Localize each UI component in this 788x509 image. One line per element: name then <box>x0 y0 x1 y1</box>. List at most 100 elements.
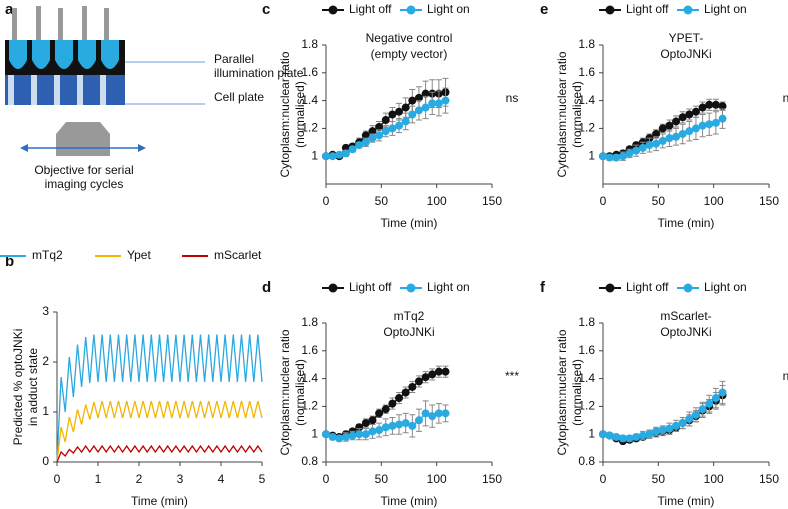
chart: d 0.8 1 1.2 1.4 1.6 1.8 0 50 100 150 Time (min) Cyto… <box>262 279 519 508</box>
y-tick-label: 1.4 <box>578 371 595 385</box>
marker <box>698 103 707 112</box>
marker <box>672 132 681 141</box>
annotation: YPET- <box>669 31 704 45</box>
x-tick-label: 0 <box>600 472 607 486</box>
marker <box>428 412 437 421</box>
marker <box>348 431 357 440</box>
legend-label: Light on <box>427 280 470 294</box>
marker <box>395 107 404 116</box>
marker <box>625 149 634 158</box>
annotation: OptoJNKi <box>383 325 434 339</box>
marker <box>652 139 661 148</box>
legend-marker <box>605 5 615 15</box>
legend-marker <box>328 5 338 15</box>
y-axis-label: (normalised) <box>570 359 584 426</box>
x-tick-label: 100 <box>427 194 447 208</box>
chart: b 0 1 2 3 0 1 2 3 4 5 Time (min) Predicted % optoJNK… <box>0 248 266 508</box>
x-tick-label: 0 <box>600 194 607 208</box>
marker <box>678 419 687 428</box>
marker <box>361 138 370 147</box>
marker <box>381 423 390 432</box>
y-tick-label: 1.8 <box>301 315 318 329</box>
marker <box>428 99 437 108</box>
marker <box>401 419 410 428</box>
x-axis-label: Time (min) <box>381 494 438 508</box>
marker <box>414 106 423 115</box>
marker <box>335 150 344 159</box>
marker <box>375 426 384 435</box>
marker <box>678 129 687 138</box>
marker <box>428 370 437 379</box>
fiber <box>12 8 17 40</box>
y-tick-label: 0.8 <box>301 454 318 468</box>
x-tick-label: 100 <box>704 472 724 486</box>
panel-label: d <box>262 279 271 296</box>
significance: ns <box>506 91 519 105</box>
marker <box>375 409 384 418</box>
y-tick-label: 1.6 <box>301 65 318 79</box>
marker <box>408 110 417 119</box>
legend-label: mTq2 <box>32 248 63 262</box>
marker <box>368 416 377 425</box>
marker <box>698 121 707 130</box>
marker <box>414 377 423 386</box>
legend-marker <box>406 5 416 15</box>
legend-marker <box>683 283 693 293</box>
fiber <box>36 6 41 40</box>
marker <box>341 149 350 158</box>
marker <box>605 153 614 162</box>
y-axis-label: Predicted % optoJNKi <box>11 329 25 446</box>
cell-plate <box>5 75 125 105</box>
y-tick-label: 1.8 <box>578 37 595 51</box>
chart: f 0.8 1 1.2 1.4 1.6 1.8 0 50 100 150 Time (min) Cyto… <box>540 279 788 508</box>
marker <box>341 143 350 152</box>
significance: ns <box>783 369 788 383</box>
legend-label: mScarlet <box>214 248 262 262</box>
marker <box>368 134 377 143</box>
y-tick-label: 1.2 <box>301 121 318 135</box>
marker <box>388 399 397 408</box>
y-tick-label: 1 <box>311 148 318 162</box>
y-tick-label: 1.2 <box>578 399 595 413</box>
marker <box>341 432 350 441</box>
marker <box>658 426 667 435</box>
marker <box>599 430 607 439</box>
marker <box>361 131 370 140</box>
marker <box>691 410 700 419</box>
x-tick-label: 50 <box>652 472 666 486</box>
series-line <box>56 444 263 463</box>
fiber <box>58 8 63 40</box>
x-tick-label: 0 <box>323 472 330 486</box>
y-tick-label: 1.6 <box>578 343 595 357</box>
marker <box>698 405 707 414</box>
legend-label: Light on <box>427 2 470 16</box>
marker <box>665 121 674 130</box>
light-cones <box>9 40 119 69</box>
marker <box>414 93 423 102</box>
marker <box>348 145 357 154</box>
legend-label: Light on <box>704 2 747 16</box>
y-tick-label: 1.4 <box>578 93 595 107</box>
marker <box>645 430 654 439</box>
marker <box>711 394 720 403</box>
marker <box>328 432 337 441</box>
marker <box>665 424 674 433</box>
marker <box>612 432 621 441</box>
marker <box>421 89 430 98</box>
objective <box>56 122 110 156</box>
marker <box>441 96 450 105</box>
marker <box>388 110 397 119</box>
x-tick-label: 3 <box>177 472 184 486</box>
marker <box>322 152 330 161</box>
y-tick-label: 1.8 <box>301 37 318 51</box>
marker <box>408 96 417 105</box>
x-axis-label: Time (min) <box>381 216 438 230</box>
marker <box>388 421 397 430</box>
marker <box>375 131 384 140</box>
marker <box>434 367 443 376</box>
significance: ns <box>783 91 788 105</box>
x-tick-label: 150 <box>759 472 779 486</box>
marker <box>605 431 614 440</box>
marker <box>652 129 661 138</box>
legend-marker <box>683 5 693 15</box>
